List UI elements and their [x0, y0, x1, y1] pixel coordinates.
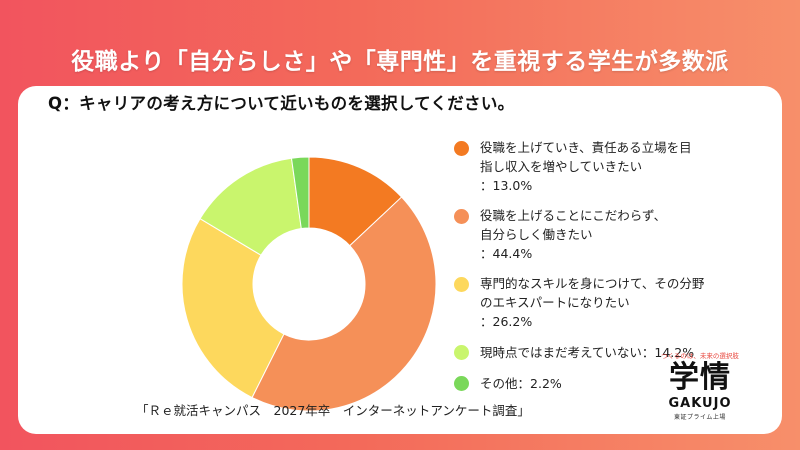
legend-item: 役職を上げることにこだわらず、 自分らしく働きたい ：44.4% [450, 206, 770, 263]
legend-label: 役職を上げることにこだわらず、 自分らしく働きたい [480, 208, 667, 242]
legend-dot-icon [454, 141, 469, 156]
legend-item: 専門的なスキルを身につけて、その分野 のエキスパートになりたい ：26.2% [450, 274, 770, 331]
chart-legend: 役職を上げていき、責任ある立場を目 指し収入を増やしていきたい ：13.0% 役… [450, 138, 770, 404]
logo-tagline: つくるのは、未来の選択肢 [661, 352, 739, 360]
donut-slice-3 [181, 217, 285, 399]
donut-chart [181, 156, 437, 412]
legend-dot-icon [454, 277, 469, 292]
legend-value: ：26.2% [480, 314, 533, 329]
legend-value: ：2.2% [517, 376, 562, 391]
donut-slice-2 [251, 196, 437, 412]
legend-label: 現時点ではまだ考えていない [480, 345, 642, 360]
legend-label: 役職を上げていき、責任ある立場を目 指し収入を増やしていきたい [480, 140, 692, 174]
survey-source: 「Ｒｅ就活キャンパス 2027年卒 インターネットアンケート調査」 [136, 403, 530, 418]
legend-item: 役職を上げていき、責任ある立場を目 指し収入を増やしていきたい ：13.0% [450, 138, 770, 195]
survey-card: Q：キャリアの考え方について近いものを選択してください。 役職を上げていき、責任… [18, 86, 782, 434]
gakujo-logo: つくるのは、未来の選択肢 学情 GAKUJO 東証プライム上場 [650, 350, 750, 421]
legend-dot-icon [454, 209, 469, 224]
legend-item: その他：2.2% [450, 373, 770, 393]
legend-value: ：13.0% [480, 178, 533, 193]
legend-item: 現時点ではまだ考えていない：14.2% [450, 342, 770, 362]
donut-slice-5 [290, 156, 310, 230]
legend-label: 専門的なスキルを身につけて、その分野 のエキスパートになりたい [480, 276, 705, 310]
legend-dot-icon [454, 345, 469, 360]
logo-english: GAKUJO [668, 396, 732, 411]
legend-value: ：14.2% [641, 345, 695, 360]
page-title: 役職より「自分らしさ」や「専門性」を重視する学生が多数派 [71, 49, 729, 75]
legend-dot-icon [454, 376, 469, 391]
legend-value: ：44.4% [480, 246, 533, 261]
logo-mark: 学情 [669, 360, 731, 395]
legend-label: その他 [480, 376, 518, 391]
logo-listed: 東証プライム上場 [674, 414, 726, 421]
survey-question: Q：キャリアの考え方について近いものを選択してください。 [48, 94, 515, 113]
